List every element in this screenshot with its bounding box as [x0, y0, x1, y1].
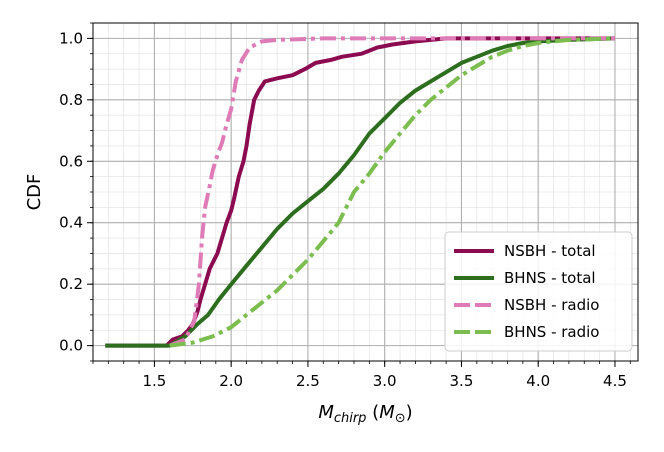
- legend-frame: [444, 231, 633, 352]
- y-axis: 0.0 0.2 0.4 0.6 0.8 1.0: [59, 22, 93, 362]
- legend-label-2: BHNS - total: [504, 269, 596, 287]
- x-tick-label: 3.0: [373, 372, 397, 390]
- legend: NSBH - total BHNS - total NSBH - radio BHNS…: [444, 231, 633, 352]
- x-tick-label: 2.5: [296, 372, 320, 390]
- y-tick-label: 0.4: [59, 214, 83, 232]
- series-line-2: [105, 36, 616, 348]
- plot-area: [92, 22, 639, 362]
- series-layer: [105, 36, 616, 348]
- x-axis-label: Mchirp (M⊙): [318, 402, 412, 426]
- y-axis-label: CDF: [24, 174, 45, 211]
- legend-label-3: NSBH - radio: [504, 296, 600, 314]
- x-axis: 1.5 2.0 2.5 3.0 3.5 4.0 4.5: [92, 361, 631, 390]
- series-line-3: [169, 36, 615, 348]
- y-tick-label: 0.6: [59, 152, 83, 170]
- y-tick-label: 0.2: [59, 275, 83, 293]
- legend-label-4: BHNS - radio: [504, 323, 600, 341]
- y-tick-label: 1.0: [59, 29, 83, 47]
- legend-label-1: NSBH - total: [504, 242, 596, 260]
- x-tick-label: 1.5: [142, 372, 166, 390]
- y-tick-label: 0.8: [59, 91, 83, 109]
- series-line-4: [169, 36, 616, 348]
- x-tick-label: 2.0: [219, 372, 243, 390]
- x-tick-label: 4.5: [603, 372, 627, 390]
- y-tick-label: 0.0: [59, 337, 83, 355]
- x-tick-label: 3.5: [450, 372, 474, 390]
- x-tick-label: 4.0: [526, 372, 550, 390]
